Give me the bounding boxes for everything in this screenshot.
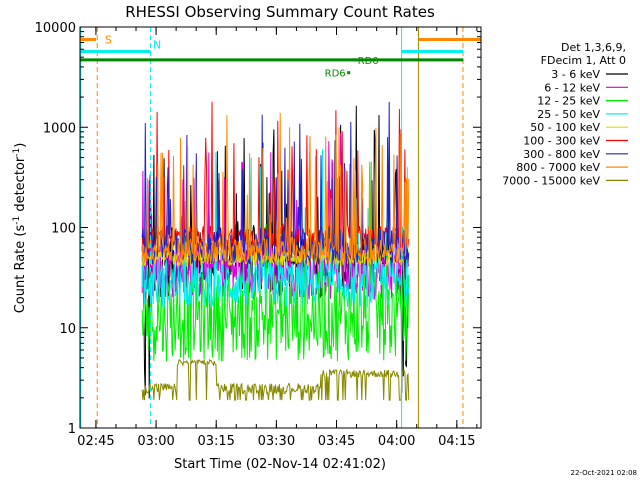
x-tick-label-4: 03:45 bbox=[318, 434, 355, 449]
legend-label-1: 6 - 12 keV bbox=[544, 81, 600, 94]
flag-layer bbox=[80, 27, 481, 428]
rd-marker-point-1 bbox=[347, 71, 351, 75]
legend-label-7: 800 - 7000 keV bbox=[516, 161, 600, 174]
legend-header-detectors: Det 1,3,6,9, bbox=[561, 41, 626, 54]
rd-marker-label-1: RD6 bbox=[325, 69, 346, 80]
series-trace-8 bbox=[141, 358, 410, 401]
series-trace-3 bbox=[141, 149, 410, 308]
x-axis-label: Start Time (02-Nov-14 02:41:02) bbox=[174, 457, 386, 472]
series-trace-4 bbox=[141, 248, 410, 268]
x-tick-label-5: 04:00 bbox=[378, 434, 415, 449]
axes-layer: 1 10 100 1000 10000 02:45 03:00 03:15 03:30 03:45… bbox=[35, 21, 481, 449]
footer-date: 22-Oct-2021 02:08 bbox=[571, 469, 637, 477]
y-tick-label-2: 100 bbox=[51, 222, 76, 237]
y-tick-label-4: 10000 bbox=[35, 21, 76, 36]
chart-title: RHESSI Observing Summary Count Rates bbox=[125, 3, 435, 21]
x-tick-label-1: 03:00 bbox=[137, 434, 174, 449]
legend-label-8: 7000 - 15000 keV bbox=[502, 174, 600, 187]
flag-label-s: S bbox=[105, 34, 112, 47]
y-axis-label: Count Rate (s-1 detector-1) bbox=[12, 143, 28, 314]
series-trace-7 bbox=[141, 112, 410, 263]
legend-header-decimation: FDecim 1, Att 0 bbox=[541, 54, 626, 67]
rd-marker-point-0 bbox=[353, 58, 357, 62]
y-tick-label-0: 1 bbox=[68, 422, 76, 437]
legend-label-4: 50 - 100 keV bbox=[530, 121, 600, 134]
x-tick-label-0: 02:45 bbox=[77, 434, 114, 449]
x-tick-label-2: 03:15 bbox=[197, 434, 234, 449]
x-tick-label-3: 03:30 bbox=[258, 434, 295, 449]
legend-label-2: 12 - 25 keV bbox=[537, 95, 600, 108]
series-layer bbox=[141, 101, 410, 401]
y-tick-label-3: 1000 bbox=[43, 121, 76, 136]
y-tick-label-1: 10 bbox=[59, 322, 76, 337]
legend-label-5: 100 - 300 keV bbox=[523, 135, 600, 148]
legend-label-0: 3 - 6 keV bbox=[551, 68, 600, 81]
legend-label-3: 25 - 50 keV bbox=[537, 108, 600, 121]
x-tick-label-6: 04:15 bbox=[438, 434, 475, 449]
rd-marker-label-0: RD0 bbox=[358, 56, 379, 67]
legend-label-6: 300 - 800 keV bbox=[523, 148, 600, 161]
flag-label-n: N bbox=[153, 38, 161, 51]
